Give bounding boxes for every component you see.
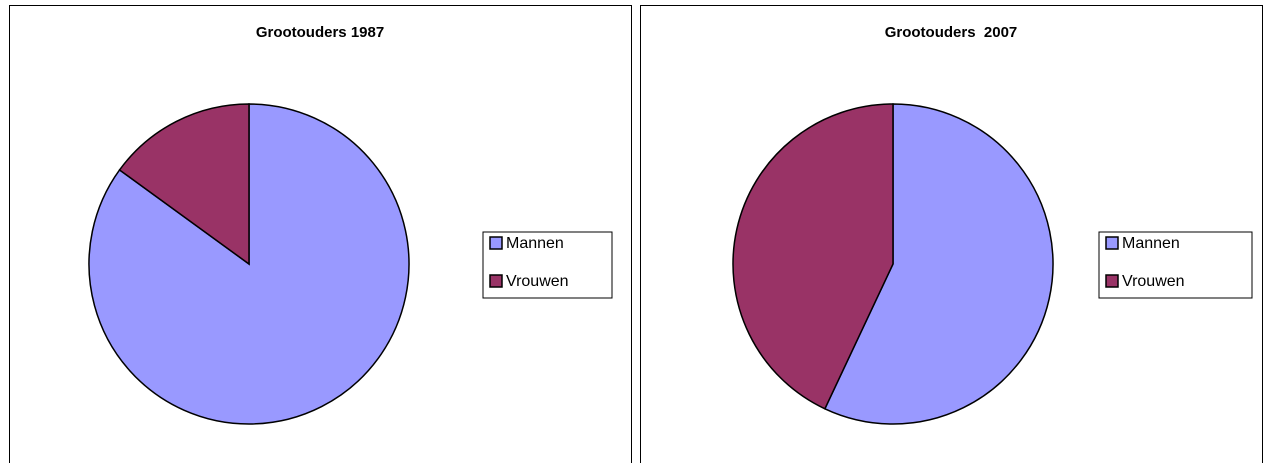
chart-title: Grootouders 2007 (885, 24, 1018, 41)
legend-label: Mannen (506, 235, 564, 252)
pie-slice (732, 103, 894, 410)
chart-title: Grootouders 1987 (256, 24, 384, 41)
legend-swatch (1105, 236, 1119, 250)
legend-box (482, 231, 613, 299)
legend-swatch (1105, 274, 1119, 288)
legend-label: Vrouwen (1122, 273, 1185, 290)
pie-slice (118, 103, 250, 266)
legend-label: Mannen (1122, 235, 1180, 252)
pie-slice (823, 103, 1054, 425)
legend-box (1098, 231, 1253, 299)
legend-swatch (489, 274, 503, 288)
legend-swatch (489, 236, 503, 250)
legend-label: Vrouwen (506, 273, 569, 290)
